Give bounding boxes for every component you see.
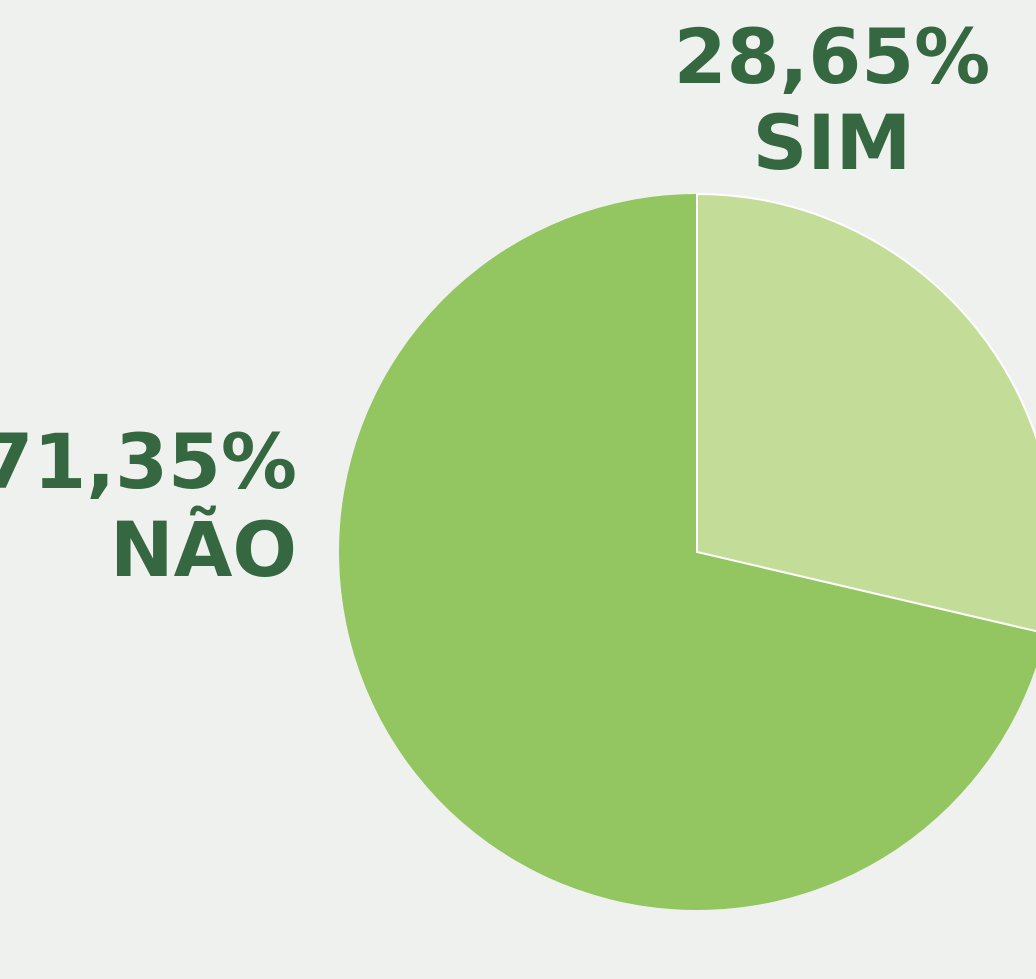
slice-value-label: 28,65% <box>674 12 991 101</box>
slice-value-label: 71,35% <box>0 417 297 506</box>
pie-slice <box>339 194 1036 910</box>
pie <box>339 192 1036 910</box>
pie-slice <box>696 192 1036 633</box>
slice-category-label: SIM <box>753 98 912 187</box>
slice-category-label: NÃO <box>110 505 297 594</box>
